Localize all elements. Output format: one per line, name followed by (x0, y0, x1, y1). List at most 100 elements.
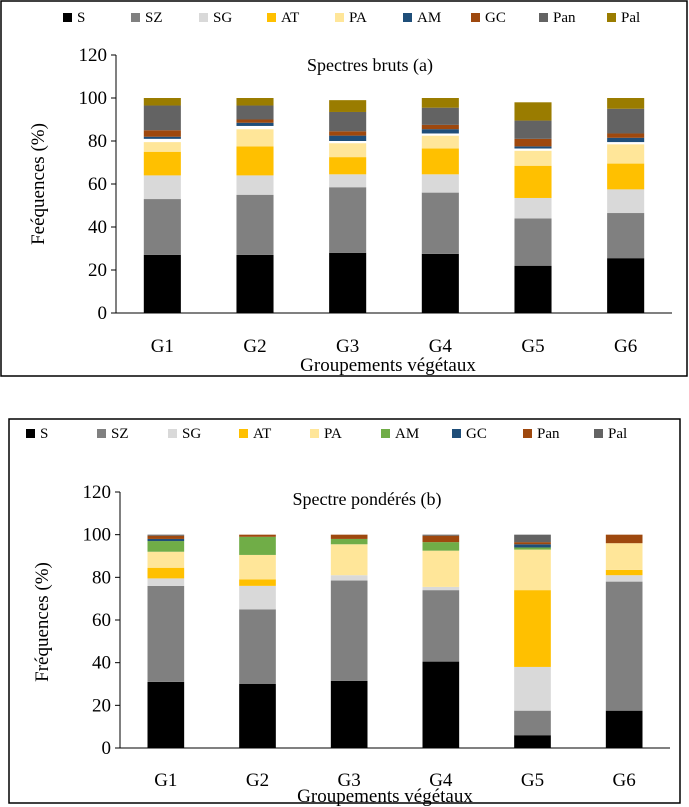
bar-segment-pal_gray (607, 108, 645, 134)
chart-b-plot: 0 20 40 60 80 100 120 G1 G2 G3 G4 G5 G6 (83, 482, 670, 791)
bar-segment-sg (421, 174, 459, 193)
bar-segment-gc (147, 538, 185, 542)
legend-item: AT (267, 10, 299, 26)
bar-segment-s (236, 254, 274, 313)
bar-segment-pan (421, 124, 459, 130)
legend-label: AM (395, 426, 419, 442)
bar-segment-pa (143, 142, 181, 152)
legend-item: AT (239, 426, 271, 442)
legend-label: Pal (608, 426, 627, 442)
bar-segment-sg (605, 575, 643, 582)
y-tick-label: 100 (79, 88, 108, 109)
bar-segment-s (239, 684, 276, 748)
bar-segment-sg (329, 174, 367, 188)
bar-segment-pan (330, 534, 368, 539)
legend-label: AT (281, 10, 299, 26)
legend-swatch (310, 429, 319, 438)
legend-label: SZ (111, 426, 129, 442)
x-tick-label: G5 (521, 770, 544, 791)
legend-label: Pal (621, 10, 640, 26)
chart-a-legend: S SZ SG AT PA AM GC Pan Pal (63, 10, 640, 26)
bar-segment-at (143, 151, 181, 176)
bar-segment-pan (514, 138, 552, 147)
x-tick-label: G3 (338, 770, 361, 791)
bar-stack-G2 (239, 534, 276, 748)
bar-segment-sg (514, 197, 552, 219)
legend-item: S (63, 10, 85, 26)
bar-segment-s (421, 253, 459, 313)
bar-segment-s (147, 681, 185, 748)
bar-segment-pan (147, 535, 185, 539)
bar-segment-sz (329, 187, 367, 253)
bar-segment-pa (147, 551, 185, 568)
legend-item: Pan (539, 10, 576, 26)
bar-segment-pan (422, 535, 460, 543)
legend-label: AT (253, 426, 271, 442)
bar-stack-G1 (143, 98, 181, 313)
x-tick-label: G5 (521, 336, 544, 357)
legend-swatch (381, 429, 390, 438)
bar-segment-pa (605, 543, 643, 570)
bar-segment-am (514, 148, 552, 151)
bar-segment-sg (239, 585, 276, 610)
y-tick-label: 0 (102, 738, 112, 759)
bar-segment-pan (607, 133, 645, 138)
bar-segment-am (239, 536, 276, 555)
bar-segment-gc (236, 122, 274, 126)
bar-stack-G5 (514, 102, 552, 313)
bar-segment-sz (239, 609, 276, 684)
x-tick-label: G4 (429, 336, 453, 357)
chart-a-x-axis-label: Groupements végétaux (300, 355, 476, 376)
legend-label: Pan (553, 10, 576, 26)
legend-label: SZ (145, 10, 163, 26)
legend-swatch (97, 429, 106, 438)
bar-segment-at (236, 146, 274, 176)
y-tick-label: 120 (79, 45, 108, 66)
legend-swatch (239, 429, 248, 438)
legend-item: Pan (523, 426, 560, 442)
legend-item: PA (335, 10, 367, 26)
bar-segment-at (329, 157, 367, 175)
legend-swatch (335, 13, 344, 22)
bar-segment-s (514, 265, 552, 313)
legend-item: SZ (97, 426, 129, 442)
y-tick-label: 100 (83, 525, 112, 546)
bar-segment-am (147, 541, 185, 552)
bar-segment-sg (422, 586, 460, 591)
bar-segment-sz (236, 194, 274, 255)
bar-segment-am (607, 142, 645, 145)
bar-segment-sg (147, 578, 185, 586)
chart-b: Spectre pondérés (b) Groupements végétau… (8, 418, 681, 807)
y-tick-label: 40 (88, 217, 107, 238)
y-tick-label: 60 (88, 174, 107, 195)
chart-a-plot: 0 20 40 60 80 100 120 G1 G2 G3 G4 G5 G6 (79, 45, 672, 357)
x-tick-label: G2 (246, 770, 269, 791)
bar-segment-pan (605, 534, 643, 544)
y-tick-label: 0 (98, 303, 108, 324)
bar-segment-sz (422, 590, 460, 662)
bar-segment-sz (147, 585, 185, 682)
legend-item: GC (471, 10, 506, 26)
bar-segment-pa (421, 135, 459, 149)
bar-segment-pan (236, 119, 274, 123)
bar-stack-G4 (422, 534, 460, 748)
bar-segment-s (607, 258, 645, 313)
legend-swatch (267, 13, 276, 22)
x-tick-label: G3 (336, 336, 359, 357)
legend-label: SG (213, 10, 232, 26)
legend-item: AM (403, 10, 441, 26)
bar-segment-s (422, 661, 460, 748)
y-tick-label: 20 (92, 695, 111, 716)
x-tick-label: G4 (429, 770, 453, 791)
bar-segment-pal (514, 102, 552, 121)
chart-b-y-axis-label: Fréquences (%) (32, 562, 53, 682)
bar-segment-sg (143, 175, 181, 200)
bar-segment-sg (514, 666, 551, 711)
bar-segment-sz (514, 218, 552, 266)
legend-swatch (607, 13, 616, 22)
bar-segment-at (514, 590, 551, 667)
bar-segment-pal (236, 98, 274, 106)
bar-segment-pal (147, 534, 185, 536)
bar-segment-s (514, 735, 551, 748)
